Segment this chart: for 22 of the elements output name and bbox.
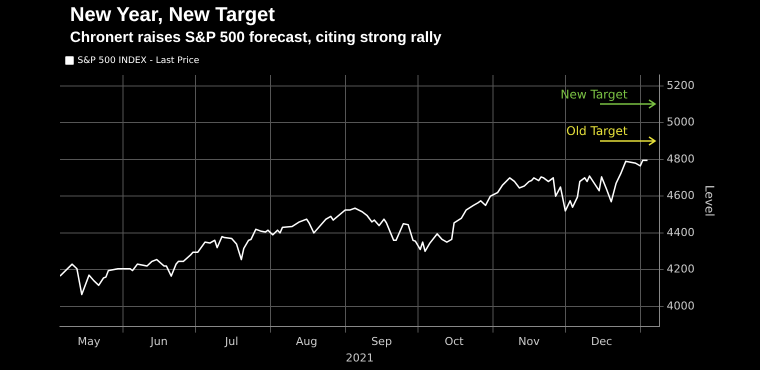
x-tick-label: May xyxy=(78,335,101,348)
y-tick-label: 4200 xyxy=(666,262,695,276)
x-tick-label: Dec xyxy=(590,335,612,348)
y-tick-label: 4800 xyxy=(666,152,695,166)
chart-subtitle: Chronert raises S&P 500 forecast, citing strong rally xyxy=(70,29,442,46)
ref-line-label: Old Target xyxy=(566,124,628,138)
x-tick-label: Sep xyxy=(371,335,392,348)
x-tick-label: Oct xyxy=(444,335,464,348)
y-axis-title: Level xyxy=(702,184,717,217)
ref-line-label: New Target xyxy=(560,88,628,102)
x-tick-label: Jul xyxy=(224,335,238,348)
y-tick-label: 5200 xyxy=(666,78,695,92)
x-tick-label: Jun xyxy=(150,335,168,348)
y-tick-label: 4600 xyxy=(666,189,695,202)
y-tick-label: 5000 xyxy=(666,116,695,129)
chart-title: New Year, New Target xyxy=(70,4,275,27)
x-axis-title: 2021 xyxy=(346,351,374,364)
y-tick-label: 4400 xyxy=(666,226,695,239)
legend-label: S&P 500 INDEX - Last Price xyxy=(78,56,200,66)
x-tick-label: Nov xyxy=(518,335,540,348)
y-tick-label: 4000 xyxy=(666,299,695,312)
x-tick-label: Aug xyxy=(296,335,318,348)
